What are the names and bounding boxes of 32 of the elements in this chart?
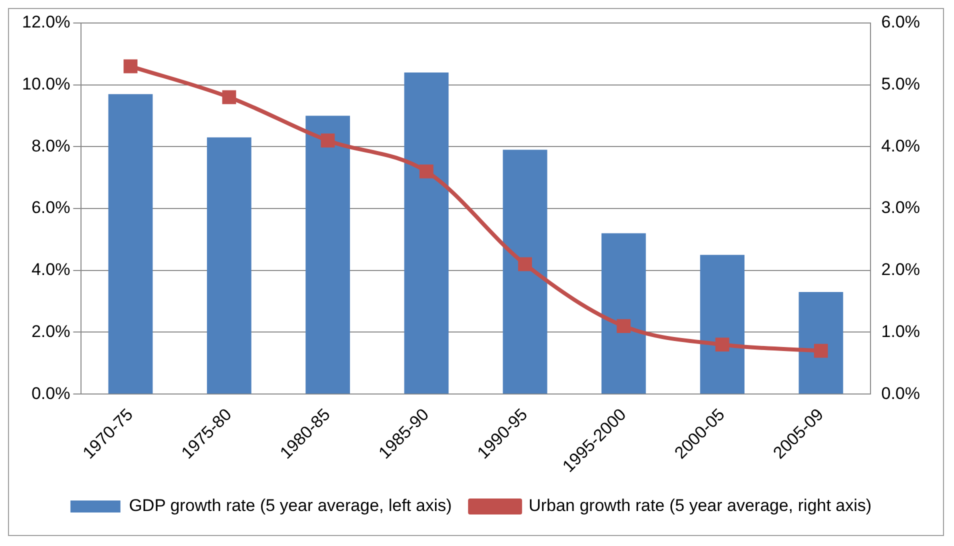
bar [798,292,844,394]
point [222,90,236,104]
legend-label: Urban growth rate (5 year average, right axis) [528,496,872,516]
point [616,319,631,334]
y-tick-label: 12.0% [22,12,70,32]
bar [306,116,350,394]
point [419,164,434,178]
y2-tick-label: 1.0% [881,322,920,341]
y-tick-label: 10.0% [22,74,70,94]
y2-tick-label: 6.0% [881,12,920,32]
point [518,257,532,272]
y2-tick-label: 3.0% [881,198,920,218]
bar [206,137,252,394]
y-tick-label: 2.0% [31,322,70,341]
bar [601,233,646,394]
y-tick-label: 8.0% [31,136,70,156]
y-tick-label: 4.0% [31,260,70,280]
bar [502,150,548,394]
y2-tick-label: 4.0% [881,136,920,156]
point [124,59,138,74]
point [715,338,730,352]
bar [700,254,744,394]
y-tick-label: 6.0% [31,198,70,218]
y-tick-label: 0.0% [31,384,70,403]
bar [108,94,153,394]
legend-label: GDP growth rate (5 year average, left axis) [128,496,452,516]
y2-tick-label: 5.0% [881,74,920,94]
bar [404,72,449,394]
y2-tick-label: 2.0% [881,260,920,280]
y2-tick-label: 0.0% [881,384,920,403]
point [814,344,828,358]
point [320,134,335,148]
